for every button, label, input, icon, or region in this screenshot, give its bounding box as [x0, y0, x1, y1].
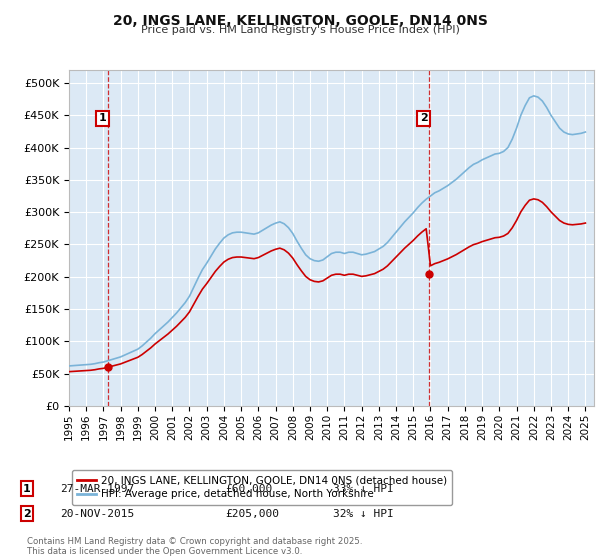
Text: 33% ↓ HPI: 33% ↓ HPI: [333, 484, 394, 494]
Text: 20, INGS LANE, KELLINGTON, GOOLE, DN14 0NS: 20, INGS LANE, KELLINGTON, GOOLE, DN14 0…: [113, 14, 487, 28]
Text: 1: 1: [98, 114, 106, 123]
Text: £205,000: £205,000: [225, 508, 279, 519]
Text: 2: 2: [420, 114, 427, 123]
Text: 27-MAR-1997: 27-MAR-1997: [60, 484, 134, 494]
Text: 20-NOV-2015: 20-NOV-2015: [60, 508, 134, 519]
Legend: 20, INGS LANE, KELLINGTON, GOOLE, DN14 0NS (detached house), HPI: Average price,: 20, INGS LANE, KELLINGTON, GOOLE, DN14 0…: [71, 470, 452, 505]
Text: 2: 2: [23, 508, 31, 519]
Text: Price paid vs. HM Land Registry's House Price Index (HPI): Price paid vs. HM Land Registry's House …: [140, 25, 460, 35]
Text: 32% ↓ HPI: 32% ↓ HPI: [333, 508, 394, 519]
Text: 1: 1: [23, 484, 31, 494]
Text: Contains HM Land Registry data © Crown copyright and database right 2025.
This d: Contains HM Land Registry data © Crown c…: [27, 536, 362, 556]
Text: £60,000: £60,000: [225, 484, 272, 494]
